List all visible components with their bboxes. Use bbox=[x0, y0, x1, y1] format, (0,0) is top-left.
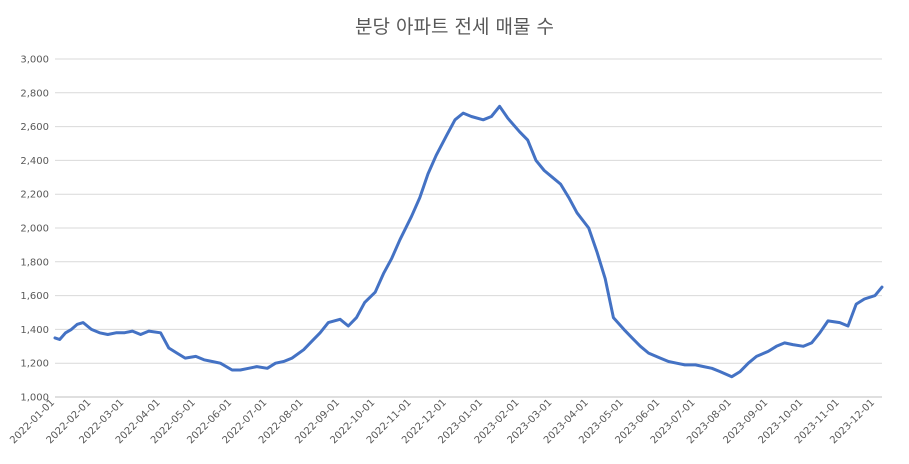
y-tick-label: 1,600 bbox=[20, 291, 49, 302]
y-tick-label: 3,000 bbox=[20, 55, 49, 66]
y-tick-label: 1,000 bbox=[20, 393, 49, 404]
chart-title: 분당 아파트 전세 매물 수 bbox=[355, 16, 554, 38]
y-tick-label: 2,200 bbox=[20, 190, 49, 201]
y-tick-label: 2,000 bbox=[20, 224, 49, 235]
y-tick-label: 1,200 bbox=[20, 359, 49, 370]
y-tick-label: 2,400 bbox=[20, 156, 49, 167]
y-tick-label: 2,600 bbox=[20, 122, 49, 133]
y-tick-label: 1,800 bbox=[20, 257, 49, 268]
y-tick-label: 2,800 bbox=[20, 88, 49, 99]
y-tick-label: 1,400 bbox=[20, 325, 49, 336]
series-line bbox=[53, 104, 884, 379]
